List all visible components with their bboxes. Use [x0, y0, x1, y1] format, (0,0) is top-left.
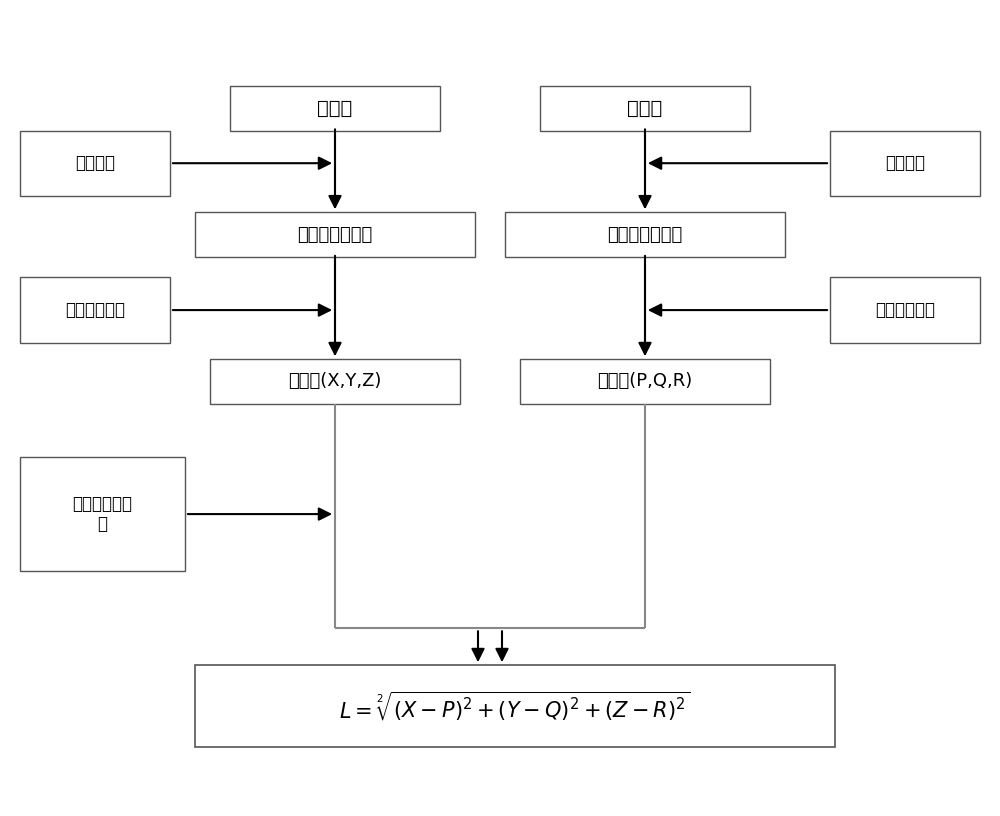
Text: 三维坐标计算: 三维坐标计算	[875, 301, 935, 319]
Text: 相匹配的像素点: 相匹配的像素点	[297, 225, 373, 244]
Bar	[195, 665, 835, 747]
Bar	[540, 86, 750, 131]
Bar	[505, 212, 785, 257]
Text: 两点间距离公
式: 两点间距离公 式	[72, 494, 132, 534]
Text: 空间点(P,Q,R): 空间点(P,Q,R)	[597, 372, 693, 391]
Bar	[520, 359, 770, 404]
Text: 像素点: 像素点	[627, 99, 663, 118]
Bar	[230, 86, 440, 131]
Text: 三维坐标计算: 三维坐标计算	[65, 301, 125, 319]
Text: 像素点: 像素点	[317, 99, 353, 118]
Bar	[830, 131, 980, 196]
Bar	[830, 277, 980, 343]
Text: 图像匹配: 图像匹配	[75, 154, 115, 172]
Bar	[20, 131, 170, 196]
Text: 相匹配的像素点: 相匹配的像素点	[607, 225, 683, 244]
Text: 空间点(X,Y,Z): 空间点(X,Y,Z)	[288, 372, 382, 391]
Bar	[20, 457, 185, 571]
Text: 图像匹配: 图像匹配	[885, 154, 925, 172]
Bar	[195, 212, 475, 257]
Bar	[20, 277, 170, 343]
Text: $L=\sqrt[2]{(X-P)^2+(Y-Q)^2+(Z-R)^2}$: $L=\sqrt[2]{(X-P)^2+(Y-Q)^2+(Z-R)^2}$	[339, 689, 691, 723]
Bar	[210, 359, 460, 404]
